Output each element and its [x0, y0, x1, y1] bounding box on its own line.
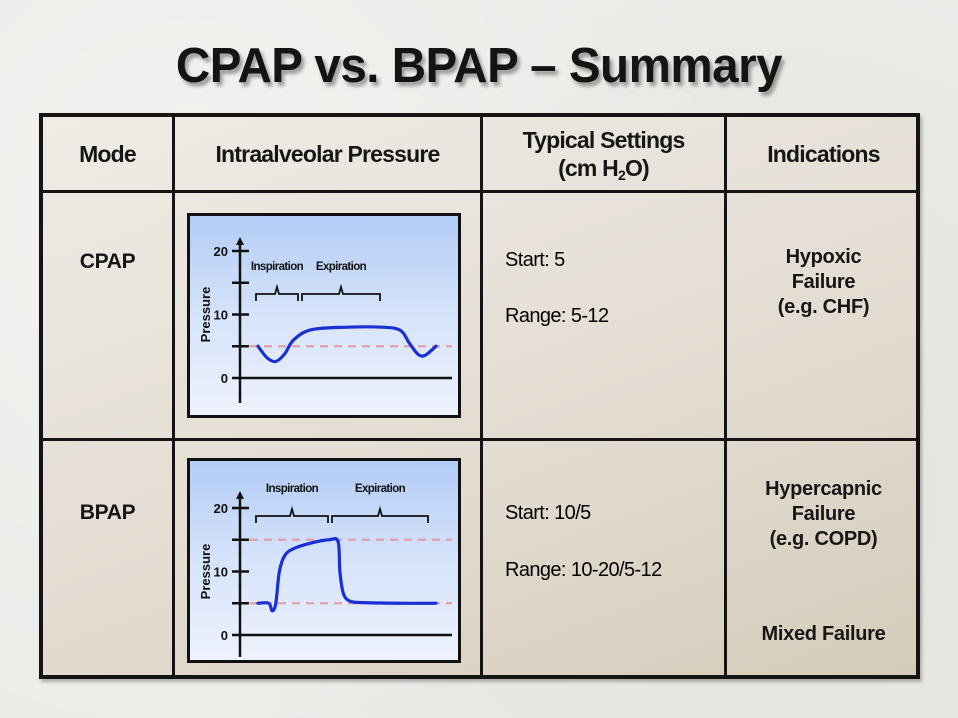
cpap-indication-line: (e.g. CHF): [777, 295, 870, 318]
y-axis-arrow: [236, 237, 244, 245]
phase-bracket: [255, 505, 329, 523]
bpap-indication-line: Failure: [791, 502, 856, 525]
cpap-indication-line: Failure: [791, 270, 856, 293]
header-settings-unit-end: O): [624, 154, 650, 181]
y-axis-label: Pressure: [198, 287, 213, 343]
y-tick-label: 0: [221, 371, 228, 386]
column-divider: [480, 117, 483, 675]
phase-label: Expiration: [316, 261, 367, 273]
pressure-series-line: [256, 537, 438, 613]
cpap-indication-line: Hypoxic: [785, 245, 862, 268]
column-divider: [172, 117, 175, 675]
header-settings-unit: (cm H: [558, 154, 619, 181]
row-divider: [43, 438, 916, 441]
bpap-indication-line: (e.g. COPD): [769, 527, 878, 550]
phase-bracket: [301, 283, 381, 301]
y-axis-arrow: [236, 491, 244, 499]
bpap-pressure-chart: 0 10 20 Pressure Inspiration Expiration: [198, 483, 452, 657]
bpap-start: Start: 10/5: [505, 502, 591, 524]
phase-label: Inspiration: [266, 483, 319, 495]
y-tick-label: 10: [214, 565, 228, 580]
bpap-settings-cell: Start: 10/5 Range: 10-20/5-12: [483, 441, 724, 679]
y-tick-label: 0: [221, 628, 228, 643]
bpap-chart: 0 10 20 Pressure Inspiration Expiration: [187, 458, 461, 663]
bpap-extra-indication: Mixed Failure: [761, 622, 886, 645]
cpap-settings-cell: Start: 5 Range: 5-12: [483, 193, 724, 438]
row-mode-cpap: CPAP: [79, 250, 136, 273]
header-settings-line1: Typical Settings: [522, 126, 686, 153]
cpap-chart: 0 10 20 Pressure Inspiration Expiration: [187, 213, 461, 418]
header-settings: Typical Settings (cm H2O): [483, 117, 724, 190]
row-mode-bpap: BPAP: [79, 501, 136, 524]
cpap-pressure-chart: 0 10 20 Pressure Inspiration Expiration: [198, 237, 452, 403]
bpap-indication-line: Hypercapnic: [765, 477, 882, 500]
phase-label: Inspiration: [251, 261, 304, 273]
header-mode: Mode: [79, 140, 137, 167]
pressure-series-line: [256, 325, 438, 364]
phase-bracket: [331, 505, 429, 523]
header-settings-line2: (cm H2O): [558, 154, 650, 183]
y-axis-label: Pressure: [198, 544, 213, 600]
header-settings-subscript: 2: [617, 166, 626, 183]
y-tick-label: 20: [214, 244, 228, 259]
y-tick-label: 10: [214, 308, 228, 323]
row-divider: [43, 190, 916, 193]
column-divider: [724, 117, 727, 675]
cpap-start: Start: 5: [505, 249, 565, 271]
bpap-indications: Hypercapnic Failure (e.g. COPD): [727, 474, 920, 554]
slide-title: CPAP vs. BPAP – Summary: [175, 39, 783, 93]
bpap-range: Range: 10-20/5-12: [505, 559, 662, 581]
cpap-indications: Hypoxic Failure (e.g. CHF): [727, 242, 920, 322]
phase-label: Expiration: [355, 483, 406, 495]
cpap-range: Range: 5-12: [505, 305, 609, 327]
header-indications: Indications: [767, 140, 880, 167]
y-tick-label: 20: [214, 501, 228, 516]
header-pressure: Intraalveolar Pressure: [215, 140, 440, 167]
phase-bracket: [255, 283, 299, 301]
summary-table: Mode Intraalveolar Pressure Typical Sett…: [39, 113, 920, 679]
